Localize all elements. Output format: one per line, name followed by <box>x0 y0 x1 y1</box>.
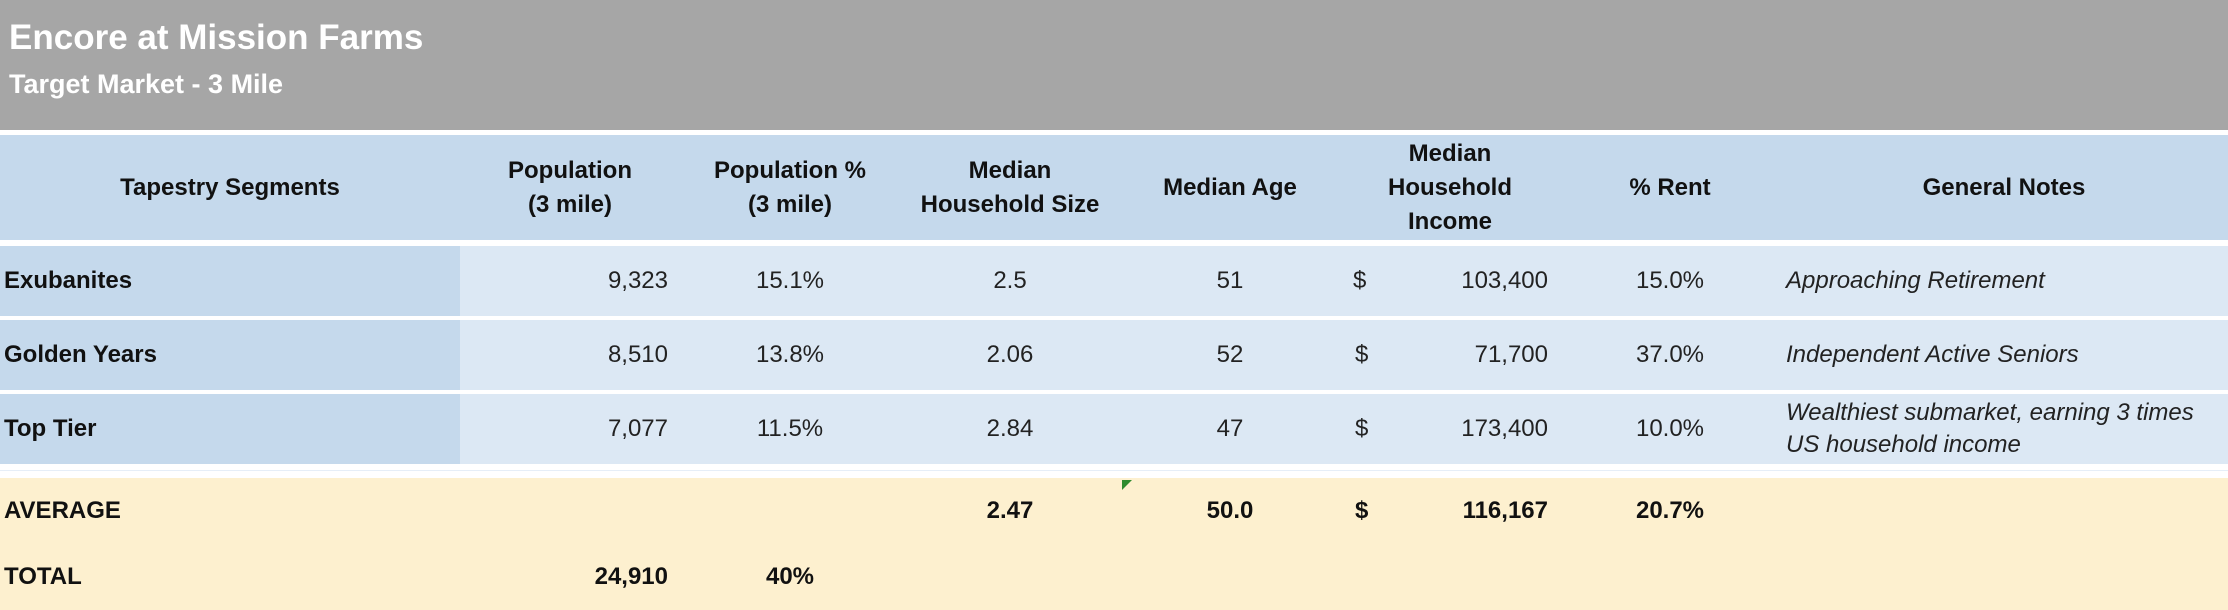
general-notes-value: Independent Active Seniors <box>1786 341 2079 368</box>
cell-comment-flag-icon <box>1122 480 1132 490</box>
average-currency-symbol: $ <box>1355 497 1369 524</box>
segment-name: Golden Years <box>4 341 157 368</box>
average-median-age: 50.0 <box>1206 497 1254 524</box>
header-tapestry-segments: Tapestry Segments <box>120 173 340 201</box>
population-pct-value: 13.8% <box>755 341 825 368</box>
median-age-value: 51 <box>1216 267 1244 294</box>
rent-pct-value: 37.0% <box>1635 341 1705 368</box>
population-value: 9,323 <box>607 267 668 294</box>
row-label-cell <box>0 394 460 464</box>
median-age-value: 52 <box>1216 341 1244 368</box>
currency-symbol: $ <box>1353 267 1367 294</box>
average-household-size: 2.47 <box>986 497 1034 524</box>
header-population: Population (3 mile) <box>508 156 632 218</box>
total-population-pct: 40% <box>765 563 815 590</box>
household-size-value: 2.84 <box>986 415 1034 442</box>
currency-symbol: $ <box>1355 415 1369 442</box>
header-population-pct: Population % (3 mile) <box>714 156 866 218</box>
segment-name: Exubanites <box>4 267 133 294</box>
row-label-cell <box>0 246 460 316</box>
header-general-notes: General Notes <box>1922 173 2086 201</box>
rent-pct-value: 10.0% <box>1635 415 1705 442</box>
general-notes-value: Wealthiest submarket, earning 3 times US… <box>1786 399 2194 458</box>
population-value: 7,077 <box>607 415 668 442</box>
population-pct-value: 11.5% <box>756 415 824 442</box>
income-value: 173,400 <box>1461 415 1548 442</box>
median-age-value: 47 <box>1216 415 1244 442</box>
currency-symbol: $ <box>1355 341 1369 368</box>
page-title: Encore at Mission Farms <box>9 18 424 57</box>
page-subtitle: Target Market - 3 Mile <box>9 69 284 99</box>
total-population: 24,910 <box>594 563 668 590</box>
title-banner: Encore at Mission Farms Target Market - … <box>0 0 2228 130</box>
header-median-age: Median Age <box>1163 173 1297 201</box>
summary-section <box>0 478 2228 610</box>
header-household-size: Median Household Size <box>920 156 1100 218</box>
average-income: 116,167 <box>1462 497 1548 524</box>
table-header <box>0 135 2228 240</box>
population-value: 8,510 <box>607 341 668 368</box>
total-label: TOTAL <box>4 563 82 590</box>
household-size-value: 2.06 <box>986 341 1034 368</box>
average-label: AVERAGE <box>4 497 121 524</box>
row-label-cell <box>0 320 460 390</box>
rent-pct-value: 15.0% <box>1635 267 1705 294</box>
header-household-income: Median Household Income <box>1388 139 1512 235</box>
household-size-value: 2.5 <box>993 267 1027 294</box>
average-rent-pct: 20.7% <box>1635 497 1705 524</box>
income-value: 103,400 <box>1461 267 1548 294</box>
row-divider <box>0 470 2228 471</box>
segment-name: Top Tier <box>4 415 97 442</box>
income-value: 71,700 <box>1474 341 1548 368</box>
population-pct-value: 15.1% <box>755 267 825 294</box>
header-rent-pct: % Rent <box>1629 173 1711 201</box>
general-notes-value: Approaching Retirement <box>1786 267 2045 294</box>
